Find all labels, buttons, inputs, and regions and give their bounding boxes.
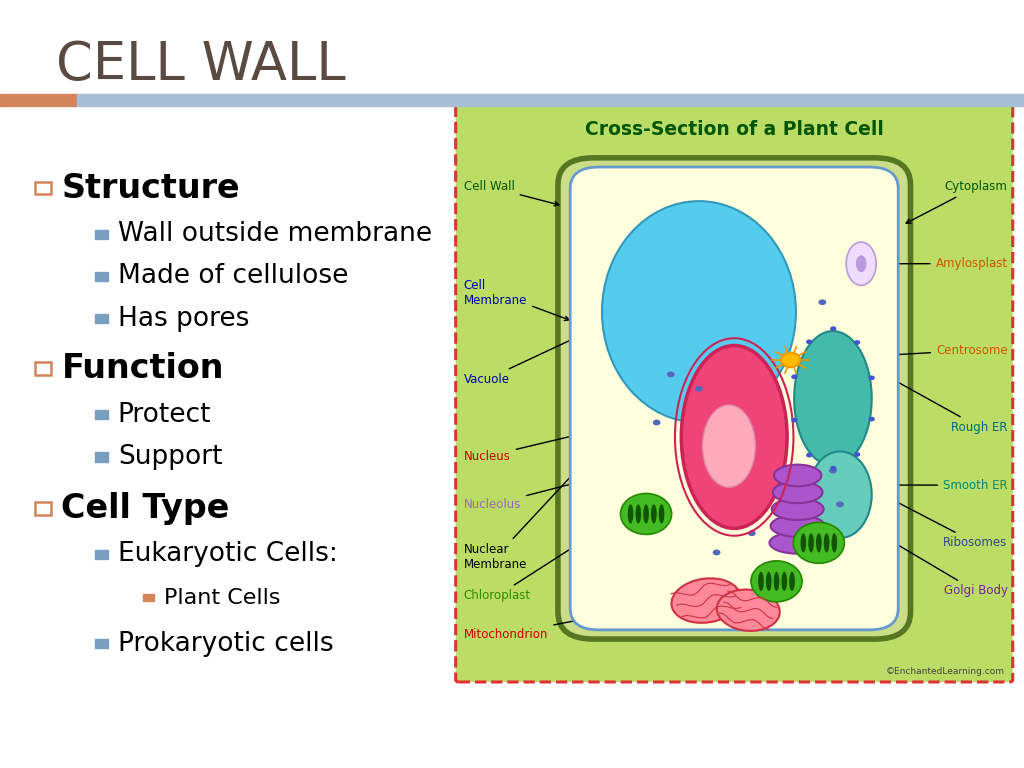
Ellipse shape xyxy=(713,550,721,555)
Text: Support: Support xyxy=(118,444,222,470)
Ellipse shape xyxy=(774,571,779,591)
Ellipse shape xyxy=(681,346,787,528)
Text: CELL WALL: CELL WALL xyxy=(56,39,346,91)
Bar xyxy=(35,502,51,515)
Ellipse shape xyxy=(658,505,665,524)
Text: Wall outside membrane: Wall outside membrane xyxy=(118,221,432,247)
Ellipse shape xyxy=(829,468,837,474)
Ellipse shape xyxy=(794,522,845,563)
Text: Protect: Protect xyxy=(118,402,211,428)
Ellipse shape xyxy=(868,417,874,422)
Ellipse shape xyxy=(823,533,829,552)
Ellipse shape xyxy=(808,452,871,538)
Ellipse shape xyxy=(621,494,672,535)
Ellipse shape xyxy=(781,571,787,591)
Bar xyxy=(143,594,154,601)
Ellipse shape xyxy=(795,331,871,466)
Text: Nuclear
Membrane: Nuclear Membrane xyxy=(464,363,676,571)
Text: Prokaryotic cells: Prokaryotic cells xyxy=(118,631,334,657)
Ellipse shape xyxy=(856,255,866,272)
Ellipse shape xyxy=(651,505,656,524)
Ellipse shape xyxy=(748,530,756,536)
Text: Amylosplast: Amylosplast xyxy=(882,257,1008,270)
Text: Eukaryotic Cells:: Eukaryotic Cells: xyxy=(118,541,338,568)
Ellipse shape xyxy=(830,466,837,471)
Ellipse shape xyxy=(806,452,812,458)
Ellipse shape xyxy=(792,375,798,379)
Ellipse shape xyxy=(602,201,796,422)
Ellipse shape xyxy=(846,242,877,286)
Ellipse shape xyxy=(830,326,837,331)
Bar xyxy=(35,182,51,194)
Ellipse shape xyxy=(751,561,802,602)
Ellipse shape xyxy=(854,452,860,457)
Bar xyxy=(95,550,108,559)
Ellipse shape xyxy=(702,405,756,487)
Bar xyxy=(95,410,108,419)
Text: Cross-Section of a Plant Cell: Cross-Section of a Plant Cell xyxy=(585,120,884,138)
Text: Structure: Structure xyxy=(61,172,240,204)
Text: Has pores: Has pores xyxy=(118,306,249,332)
Text: ©EnchantedLearning.com: ©EnchantedLearning.com xyxy=(886,667,1005,677)
Ellipse shape xyxy=(636,505,641,524)
Ellipse shape xyxy=(652,419,660,425)
Ellipse shape xyxy=(854,340,860,345)
Text: Plant Cells: Plant Cells xyxy=(164,588,281,607)
Ellipse shape xyxy=(771,515,824,537)
Ellipse shape xyxy=(628,505,634,524)
Ellipse shape xyxy=(772,498,823,520)
Ellipse shape xyxy=(808,533,814,552)
Text: Cell Wall: Cell Wall xyxy=(464,180,559,206)
Text: Golgi Body: Golgi Body xyxy=(834,507,1008,598)
Ellipse shape xyxy=(672,578,740,623)
Bar xyxy=(95,230,108,239)
Ellipse shape xyxy=(790,571,795,591)
Ellipse shape xyxy=(831,533,838,552)
Ellipse shape xyxy=(769,532,826,554)
FancyBboxPatch shape xyxy=(456,98,1013,682)
Bar xyxy=(0,94,77,106)
Ellipse shape xyxy=(801,533,806,552)
Ellipse shape xyxy=(667,372,675,377)
Text: Made of cellulose: Made of cellulose xyxy=(118,263,348,290)
FancyBboxPatch shape xyxy=(570,167,898,630)
Text: Rough ER: Rough ER xyxy=(879,372,1008,434)
Text: Mitochondrion: Mitochondrion xyxy=(464,600,674,641)
Ellipse shape xyxy=(766,571,771,591)
Bar xyxy=(95,452,108,462)
Bar xyxy=(95,639,108,648)
Text: Vacuole: Vacuole xyxy=(464,313,627,386)
Text: Chloroplast: Chloroplast xyxy=(464,516,622,602)
Ellipse shape xyxy=(643,505,649,524)
Text: Function: Function xyxy=(61,353,224,385)
Ellipse shape xyxy=(816,533,821,552)
Ellipse shape xyxy=(792,418,798,422)
Text: Ribosomes: Ribosomes xyxy=(841,472,1008,549)
Bar xyxy=(77,94,1024,106)
Text: Cytoplasm: Cytoplasm xyxy=(906,180,1008,223)
Ellipse shape xyxy=(695,386,702,392)
Ellipse shape xyxy=(717,590,779,631)
Ellipse shape xyxy=(806,339,812,344)
Ellipse shape xyxy=(837,502,844,507)
Ellipse shape xyxy=(818,300,826,305)
Ellipse shape xyxy=(773,482,822,503)
Ellipse shape xyxy=(774,465,821,486)
Ellipse shape xyxy=(868,376,874,380)
Text: Centrosome: Centrosome xyxy=(807,344,1008,362)
Ellipse shape xyxy=(758,571,764,591)
Text: Cell
Membrane: Cell Membrane xyxy=(464,279,569,320)
Ellipse shape xyxy=(781,353,801,367)
Text: Smooth ER: Smooth ER xyxy=(872,478,1008,492)
Bar xyxy=(35,362,51,375)
Bar xyxy=(95,314,108,323)
Text: Nucleus: Nucleus xyxy=(464,409,679,462)
Text: Nucleolus: Nucleolus xyxy=(464,446,714,511)
Bar xyxy=(95,272,108,281)
Text: Cell Type: Cell Type xyxy=(61,492,229,525)
FancyBboxPatch shape xyxy=(558,158,910,639)
